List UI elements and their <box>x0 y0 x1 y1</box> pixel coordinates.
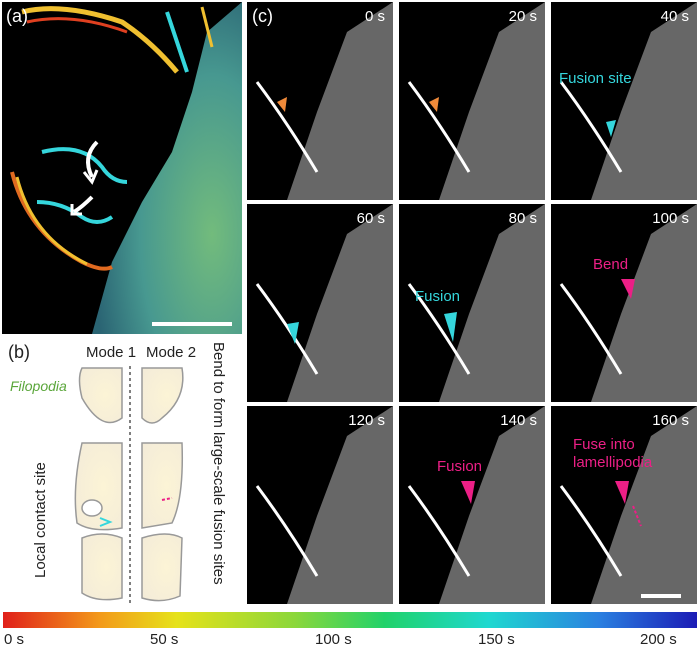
colorbar-tick: 200 s <box>640 631 677 648</box>
mode-1-label: Mode 1 <box>86 344 137 361</box>
timelapse-grid: 0 s 20 s 40 s Fusion site 60 s 80 s Fusi… <box>247 2 697 606</box>
colorbar-tick: 50 s <box>150 631 179 648</box>
time-label: 60 s <box>356 210 385 227</box>
fuse-lamellipodia-label: Fuse into lamellipodia <box>573 436 653 471</box>
frame-1: 20 s <box>399 2 545 200</box>
frame-6: 120 s <box>247 406 393 604</box>
panel-a-label: (a) <box>6 6 28 26</box>
scale-bar <box>641 594 681 598</box>
frame-2: 40 s Fusion site <box>551 2 697 200</box>
frame-4: 80 s Fusion <box>399 204 545 402</box>
filopodia-colorcoded-image <box>10 2 242 334</box>
fusion-site-label: Fusion site <box>559 70 632 87</box>
arrow-icon <box>72 195 94 214</box>
time-label: 120 s <box>348 412 385 429</box>
filopodia-label: Filopodia <box>10 378 67 394</box>
frame-8: 160 s Fuse into lamellipodia <box>551 406 697 604</box>
panel-b-label: (b) <box>8 342 30 362</box>
panel-a-image: (a) <box>2 2 242 334</box>
colorbar-tick: 0 s <box>4 631 25 648</box>
time-label: 40 s <box>660 8 689 25</box>
cell-schematic <box>74 366 184 606</box>
time-label: 0 s <box>364 8 385 25</box>
colorbar-tick: 150 s <box>478 631 515 648</box>
fusion-label: Fusion <box>415 288 461 305</box>
time-label: 100 s <box>652 210 689 227</box>
panel-c-label: (c) <box>252 6 273 26</box>
frame-7: 140 s Fusion <box>399 406 545 604</box>
time-colorbar <box>3 612 697 628</box>
time-label: 80 s <box>508 210 537 227</box>
time-label: 140 s <box>500 412 537 429</box>
panel-b-schematic: (b) Mode 1 Mode 2 Filopodia Local contac… <box>2 338 242 606</box>
frame-3: 60 s <box>247 204 393 402</box>
frame-0: 0 s <box>247 2 393 200</box>
colorbar-tick: 100 s <box>315 631 352 648</box>
arrow-icon <box>86 140 99 178</box>
scale-bar <box>152 322 232 326</box>
time-label: 160 s <box>652 412 689 429</box>
time-label: 20 s <box>508 8 537 25</box>
bend-label: Bend <box>593 256 629 273</box>
mode-2-label: Mode 2 <box>146 344 197 361</box>
fusion-label: Fusion <box>437 458 483 475</box>
frame-5: 100 s Bend <box>551 204 697 402</box>
